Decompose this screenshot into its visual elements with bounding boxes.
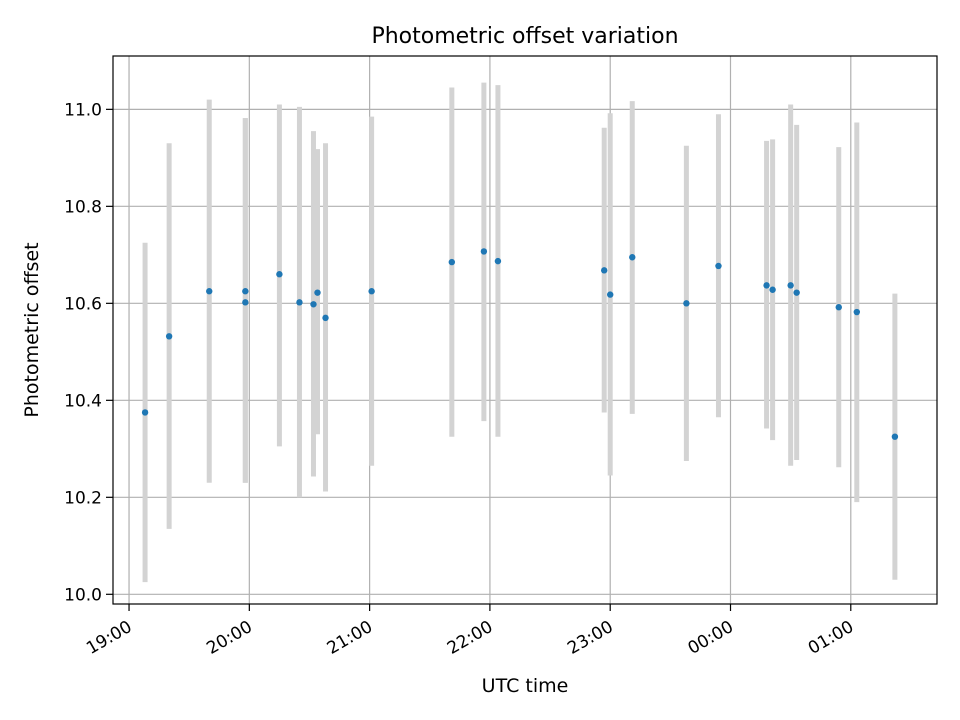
data-point (448, 258, 456, 266)
data-point (715, 262, 722, 270)
data-point (891, 433, 899, 440)
data-point (242, 288, 249, 295)
data-point (769, 286, 776, 293)
y-axis-label: Photometric offset (21, 242, 43, 417)
y-tick-label: 10.2 (64, 488, 102, 508)
y-axis: 10.0 10.2 10.4 10.6 10.8 11.0 (64, 100, 113, 605)
data-point (763, 282, 770, 289)
data-point (206, 288, 213, 295)
y-tick-label: 10.8 (64, 197, 102, 217)
data-point (165, 333, 173, 340)
y-tick-label: 11.0 (64, 100, 102, 120)
y-tick-label: 10.0 (64, 585, 102, 605)
data-point (607, 291, 614, 298)
data-point (494, 257, 502, 265)
data-point (629, 254, 636, 261)
y-tick-label: 10.6 (64, 294, 102, 314)
data-point (480, 248, 488, 255)
data-point (242, 299, 249, 306)
data-point (296, 299, 303, 306)
data-point (276, 271, 283, 278)
data-point (683, 300, 690, 307)
data-point (787, 282, 794, 289)
data-point (853, 308, 861, 316)
data-point (835, 304, 842, 311)
data-points (141, 248, 899, 440)
plot-frame (112, 55, 938, 605)
data-point (368, 288, 375, 295)
y-tick-label: 10.4 (64, 391, 102, 411)
chart-title: Photometric offset variation (371, 24, 678, 49)
data-point (322, 314, 329, 322)
data-point (793, 289, 800, 296)
data-point (600, 267, 608, 274)
data-point (310, 301, 317, 308)
x-axis-label: UTC time (482, 675, 569, 697)
data-point (141, 409, 149, 416)
plot-area (113, 56, 937, 604)
data-point (314, 289, 321, 296)
